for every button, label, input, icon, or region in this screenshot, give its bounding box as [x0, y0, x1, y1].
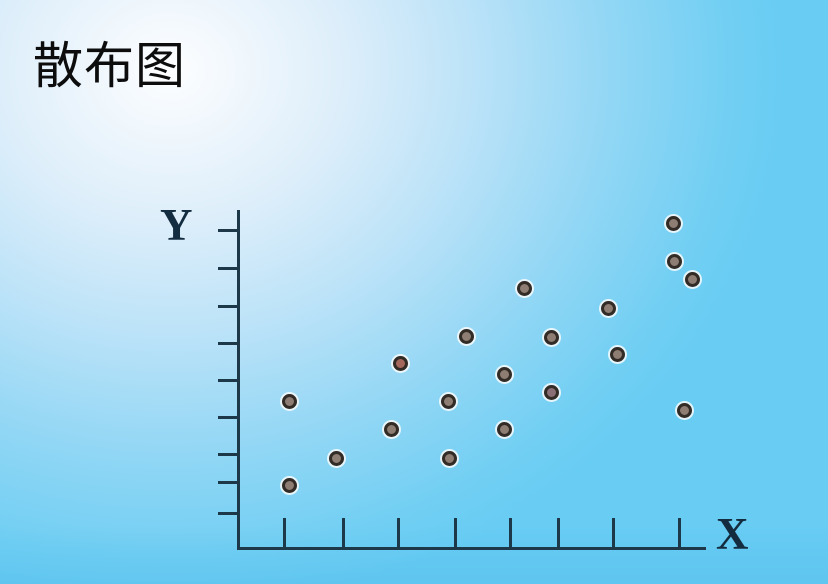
y-axis-line	[236, 210, 240, 550]
scatter-point	[544, 330, 559, 345]
y-axis-tick	[218, 341, 238, 345]
x-axis-tick	[508, 518, 512, 548]
scatter-point	[282, 478, 297, 493]
y-axis-tick	[218, 452, 238, 456]
x-axis-tick	[611, 518, 615, 548]
y-axis-tick	[218, 304, 238, 308]
scatter-point	[441, 394, 456, 409]
y-axis-label: Y	[160, 200, 193, 250]
scatter-point	[517, 281, 532, 296]
scatter-point	[610, 347, 625, 362]
y-axis-tick	[218, 266, 238, 270]
y-axis-tick	[218, 228, 238, 232]
y-axis-tick	[218, 511, 238, 515]
x-axis-tick	[282, 518, 286, 548]
y-axis-tick	[218, 480, 238, 484]
y-axis-tick	[218, 378, 238, 382]
scatter-point	[666, 216, 681, 231]
scatter-point	[459, 329, 474, 344]
scatter-point	[384, 422, 399, 437]
x-axis-label: X	[716, 509, 749, 559]
scatter-point	[497, 367, 512, 382]
scatter-point	[282, 394, 297, 409]
y-axis-tick	[218, 415, 238, 419]
scatter-point	[329, 451, 344, 466]
scatter-point	[544, 385, 559, 400]
x-axis-tick	[396, 518, 400, 548]
scatter-point	[667, 254, 682, 269]
scatter-point	[677, 403, 692, 418]
x-axis-tick	[677, 518, 681, 548]
scatter-point	[685, 272, 700, 287]
scatter-point	[393, 356, 408, 371]
scatter-point	[442, 451, 457, 466]
x-axis-tick	[341, 518, 345, 548]
x-axis-line	[236, 546, 706, 550]
x-axis-tick	[453, 518, 457, 548]
scatter-point	[497, 422, 512, 437]
scatter-point	[601, 301, 616, 316]
slide-title: 散布图	[33, 38, 186, 94]
x-axis-tick	[556, 518, 560, 548]
